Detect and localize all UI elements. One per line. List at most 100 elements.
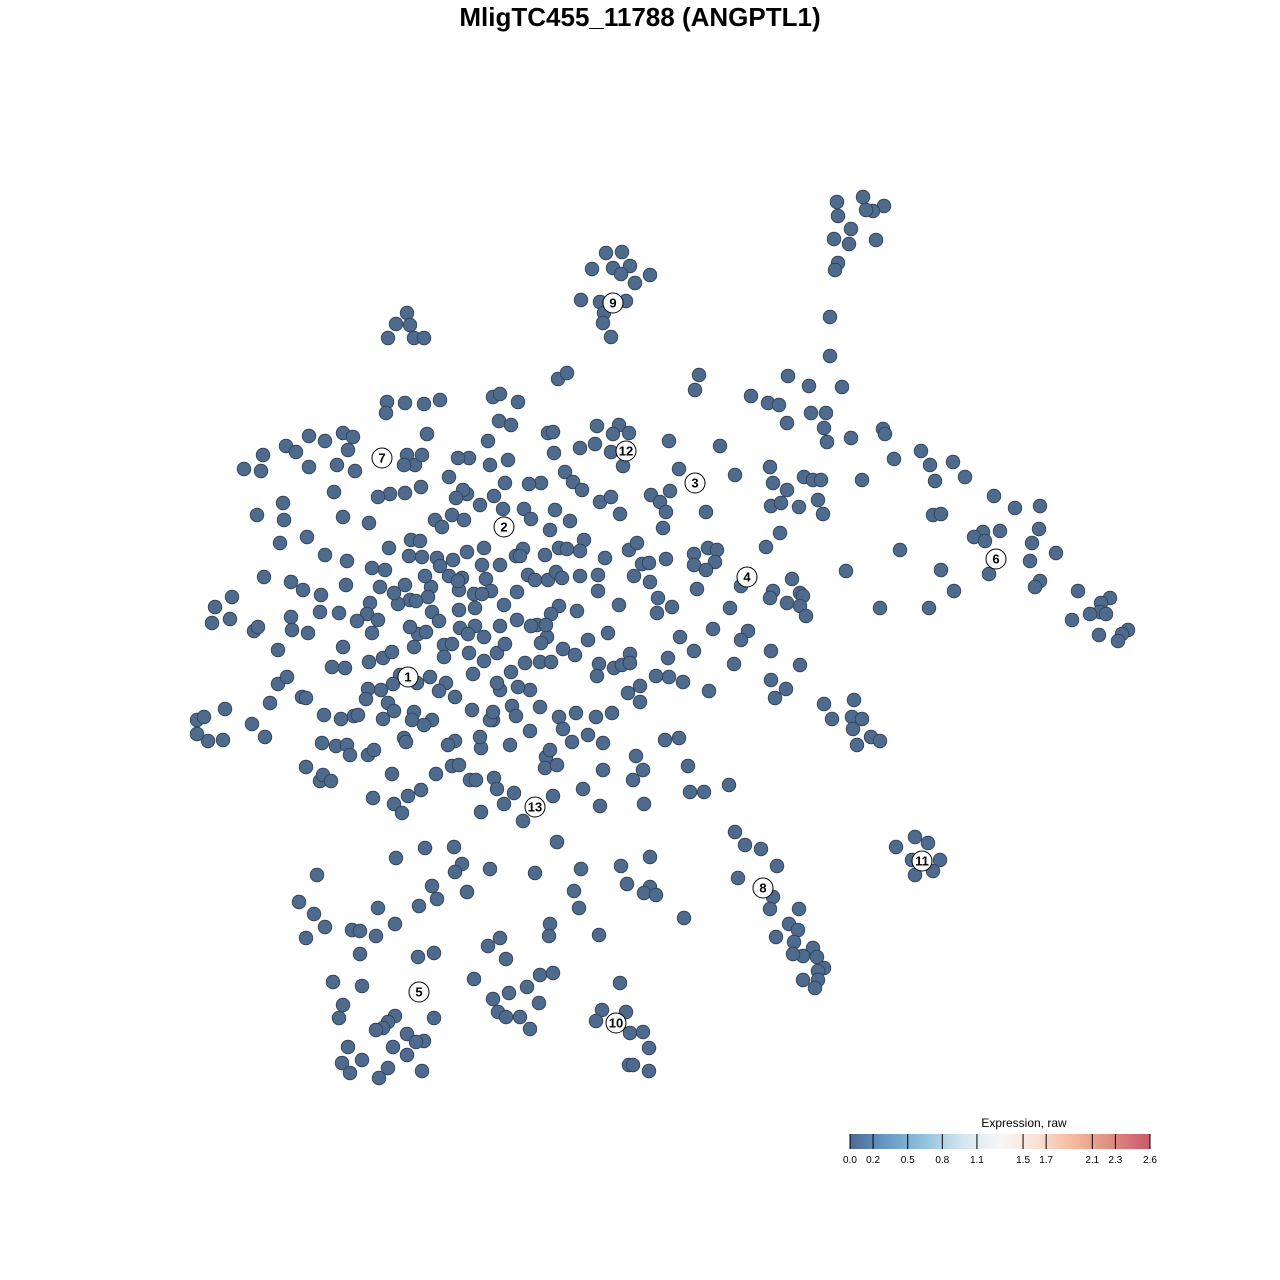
data-point xyxy=(255,447,271,463)
data-point xyxy=(622,1025,638,1041)
data-point xyxy=(531,995,547,1011)
data-point xyxy=(559,541,575,557)
data-point xyxy=(358,691,374,707)
data-point xyxy=(495,501,511,517)
data-point xyxy=(913,443,929,459)
data-point xyxy=(625,1057,641,1073)
data-point xyxy=(642,267,658,283)
data-point xyxy=(291,894,307,910)
data-point xyxy=(629,535,645,551)
points-layer xyxy=(189,189,1136,1086)
data-point xyxy=(326,484,342,500)
data-point xyxy=(658,551,674,567)
data-point xyxy=(444,507,460,523)
data-point xyxy=(1064,612,1080,628)
data-point xyxy=(456,512,472,528)
data-point xyxy=(846,692,862,708)
data-point xyxy=(765,475,781,491)
data-point xyxy=(1022,553,1038,569)
data-point xyxy=(933,562,949,578)
data-point xyxy=(331,605,347,621)
cluster-label-circle xyxy=(985,548,1007,570)
cluster-label-text: 7 xyxy=(378,451,385,466)
data-point xyxy=(763,672,779,688)
data-point xyxy=(767,690,783,706)
data-point xyxy=(386,703,402,719)
data-point xyxy=(385,1039,401,1055)
data-point xyxy=(763,643,779,659)
data-point xyxy=(559,365,575,381)
data-point xyxy=(503,664,519,680)
data-point xyxy=(1091,627,1107,643)
data-point xyxy=(340,1039,356,1055)
data-point xyxy=(613,858,629,874)
data-point xyxy=(506,785,522,801)
cluster-label-text: 13 xyxy=(528,800,542,815)
data-point xyxy=(298,930,314,946)
data-point xyxy=(769,858,785,874)
data-point xyxy=(502,737,518,753)
data-point xyxy=(509,612,525,628)
data-point xyxy=(325,974,341,990)
data-point xyxy=(801,378,817,394)
data-point xyxy=(476,540,492,556)
data-point xyxy=(845,721,861,737)
data-point xyxy=(1027,579,1043,595)
data-point xyxy=(359,606,375,622)
data-point xyxy=(522,682,538,698)
data-point xyxy=(791,499,807,515)
data-point xyxy=(451,757,467,773)
data-point xyxy=(352,946,368,962)
data-point xyxy=(446,839,462,855)
data-point xyxy=(217,701,233,717)
data-point xyxy=(428,766,444,782)
data-point xyxy=(872,733,888,749)
data-point xyxy=(635,762,651,778)
data-point xyxy=(500,452,516,468)
data-point xyxy=(594,1002,610,1018)
data-point xyxy=(689,581,705,597)
data-point xyxy=(489,675,505,691)
data-point xyxy=(298,759,314,775)
data-point xyxy=(380,330,396,346)
data-point xyxy=(957,469,973,485)
data-point xyxy=(424,878,440,894)
data-point xyxy=(768,929,784,945)
data-point xyxy=(572,440,588,456)
data-point xyxy=(588,709,604,725)
data-point xyxy=(721,777,737,793)
data-point xyxy=(542,522,558,538)
cluster-label-4: 4 xyxy=(736,566,758,588)
cluster-label-text: 11 xyxy=(915,854,929,869)
data-point xyxy=(335,509,351,525)
data-point xyxy=(888,839,904,855)
cluster-label-1: 1 xyxy=(397,666,419,688)
data-point xyxy=(397,395,413,411)
data-point xyxy=(384,766,400,782)
data-point xyxy=(313,587,329,603)
data-point xyxy=(595,315,611,331)
data-point xyxy=(431,613,447,629)
data-point xyxy=(816,420,832,436)
data-point xyxy=(571,900,587,916)
cluster-label-13: 13 xyxy=(524,796,546,818)
data-point xyxy=(779,482,795,498)
data-point xyxy=(795,972,811,988)
data-point xyxy=(317,919,333,935)
data-point xyxy=(460,626,476,642)
data-point xyxy=(406,639,422,655)
data-point xyxy=(727,467,743,483)
legend-tick-label: 2.1 xyxy=(1085,1155,1099,1166)
data-point xyxy=(532,967,548,983)
data-point xyxy=(822,309,838,325)
data-point xyxy=(612,506,628,522)
data-point xyxy=(496,597,512,613)
data-point xyxy=(370,612,386,628)
data-point xyxy=(309,867,325,883)
cluster-label-circle xyxy=(602,292,624,314)
data-point xyxy=(354,978,370,994)
data-point xyxy=(830,208,846,224)
data-point xyxy=(557,464,573,480)
data-point xyxy=(512,548,528,564)
data-point xyxy=(907,829,923,845)
